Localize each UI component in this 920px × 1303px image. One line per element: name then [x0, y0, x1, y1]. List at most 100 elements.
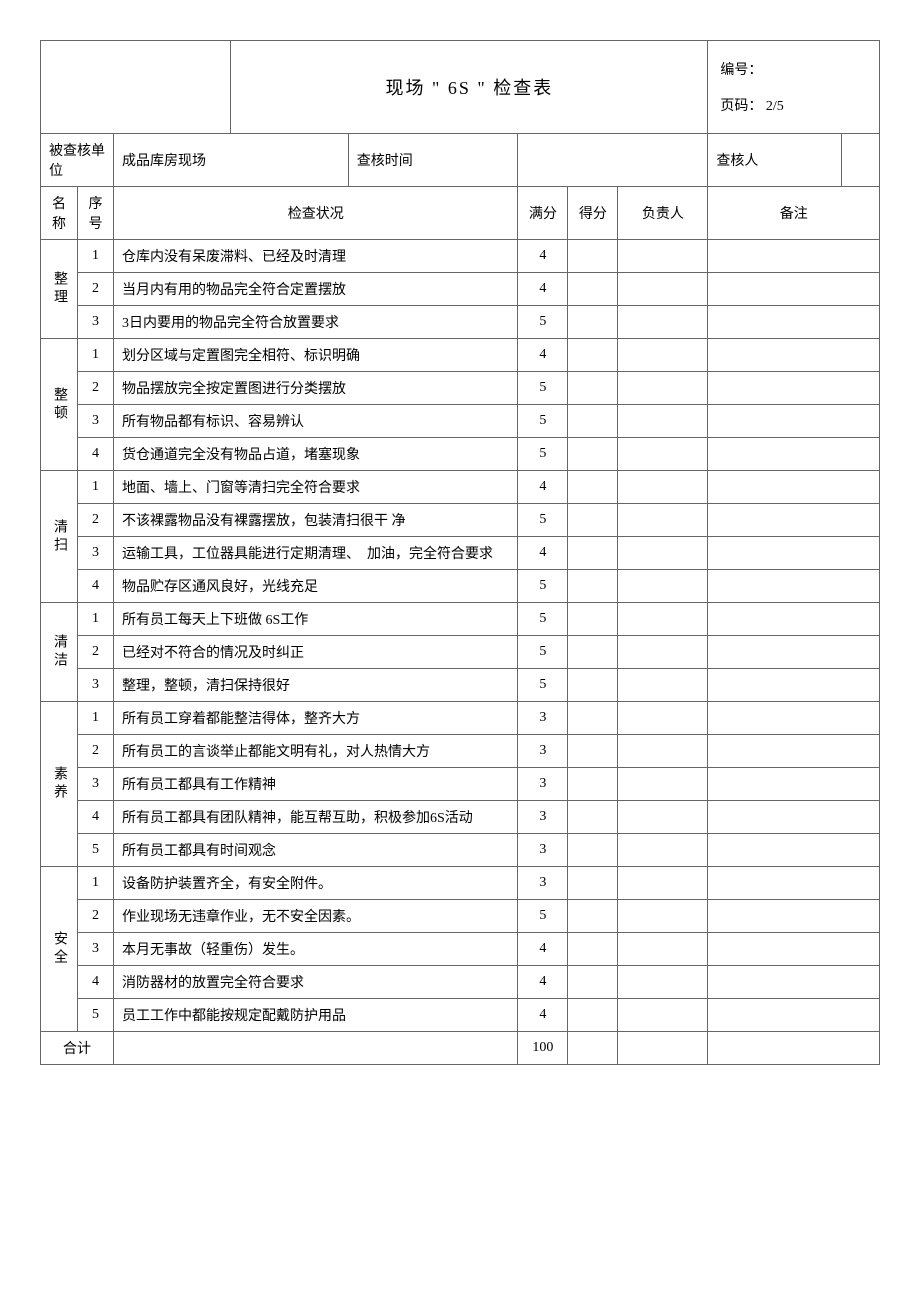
row-got-score [568, 372, 618, 405]
row-desc: 所有员工都具有时间观念 [114, 834, 518, 867]
row-owner [618, 801, 708, 834]
doc-no-row: 编号： [720, 51, 867, 87]
page-label: 页码： [720, 99, 762, 114]
row-note [708, 339, 880, 372]
auditor-label: 查核人 [708, 134, 841, 187]
row-seq: 3 [78, 537, 114, 570]
total-note-blank [708, 1032, 880, 1065]
row-got-score [568, 933, 618, 966]
row-seq: 1 [78, 603, 114, 636]
total-got-blank [568, 1032, 618, 1065]
row-full-score: 5 [518, 900, 568, 933]
row-desc: 所有物品都有标识、容易辨认 [114, 405, 518, 438]
row-desc: 不该裸露物品没有裸露摆放，包装清扫很干 净 [114, 504, 518, 537]
row-seq: 4 [78, 801, 114, 834]
row-seq: 4 [78, 966, 114, 999]
row-owner [618, 570, 708, 603]
time-value [518, 134, 708, 187]
row-note [708, 240, 880, 273]
row-note [708, 570, 880, 603]
row-desc: 货仓通道完全没有物品占道，堵塞现象 [114, 438, 518, 471]
table-row: 33日内要用的物品完全符合放置要求5 [41, 306, 880, 339]
col-full: 满分 [518, 187, 568, 240]
col-desc: 检查状况 [114, 187, 518, 240]
row-full-score: 3 [518, 801, 568, 834]
row-desc: 所有员工都具有工作精神 [114, 768, 518, 801]
col-got: 得分 [568, 187, 618, 240]
row-note [708, 306, 880, 339]
row-owner [618, 438, 708, 471]
row-seq: 1 [78, 867, 114, 900]
page-value: 2/5 [766, 99, 784, 114]
row-owner [618, 834, 708, 867]
row-full-score: 5 [518, 504, 568, 537]
row-owner [618, 405, 708, 438]
row-seq: 1 [78, 702, 114, 735]
table-row: 4货仓通道完全没有物品占道，堵塞现象5 [41, 438, 880, 471]
row-seq: 2 [78, 504, 114, 537]
row-desc: 作业现场无违章作业，无不安全因素。 [114, 900, 518, 933]
category-name: 清扫 [41, 471, 78, 603]
row-got-score [568, 834, 618, 867]
row-full-score: 3 [518, 867, 568, 900]
row-note [708, 735, 880, 768]
table-row: 清扫1地面、墙上、门窗等清扫完全符合要求4 [41, 471, 880, 504]
table-row: 5员工工作中都能按规定配戴防护用品4 [41, 999, 880, 1032]
row-desc: 所有员工的言谈举止都能文明有礼，对人热情大方 [114, 735, 518, 768]
table-row: 2作业现场无违章作业，无不安全因素。5 [41, 900, 880, 933]
row-owner [618, 900, 708, 933]
row-owner [618, 735, 708, 768]
row-seq: 2 [78, 636, 114, 669]
row-seq: 2 [78, 735, 114, 768]
row-full-score: 5 [518, 438, 568, 471]
row-got-score [568, 801, 618, 834]
row-owner [618, 966, 708, 999]
col-seq: 序号 [78, 187, 114, 240]
inspection-table: 现场 " 6S " 检查表 编号： 页码： 2/5 被查核单位 成品库房现场 查… [40, 40, 880, 1065]
table-row: 4消防器材的放置完全符合要求4 [41, 966, 880, 999]
row-note [708, 504, 880, 537]
row-got-score [568, 999, 618, 1032]
document-title: 现场 " 6S " 检查表 [231, 41, 708, 134]
table-row: 3所有物品都有标识、容易辨认5 [41, 405, 880, 438]
row-got-score [568, 867, 618, 900]
category-name: 安全 [41, 867, 78, 1032]
row-full-score: 5 [518, 372, 568, 405]
row-desc: 所有员工每天上下班做 6S工作 [114, 603, 518, 636]
row-seq: 3 [78, 306, 114, 339]
row-full-score: 4 [518, 339, 568, 372]
row-note [708, 669, 880, 702]
row-note [708, 537, 880, 570]
row-full-score: 5 [518, 306, 568, 339]
row-desc: 所有员工穿着都能整洁得体，整齐大方 [114, 702, 518, 735]
table-row: 2已经对不符合的情况及时纠正5 [41, 636, 880, 669]
row-note [708, 372, 880, 405]
row-desc: 仓库内没有呆废滞料、已经及时清理 [114, 240, 518, 273]
row-note [708, 405, 880, 438]
row-note [708, 867, 880, 900]
unit-value: 成品库房现场 [114, 134, 349, 187]
table-row: 2当月内有用的物品完全符合定置摆放4 [41, 273, 880, 306]
col-note: 备注 [708, 187, 880, 240]
row-note [708, 801, 880, 834]
page-row: 页码： 2/5 [720, 87, 867, 123]
row-note [708, 603, 880, 636]
row-seq: 1 [78, 240, 114, 273]
doc-no-label: 编号： [720, 63, 762, 78]
table-row: 素养1所有员工穿着都能整洁得体，整齐大方3 [41, 702, 880, 735]
row-desc: 消防器材的放置完全符合要求 [114, 966, 518, 999]
row-seq: 2 [78, 273, 114, 306]
row-owner [618, 768, 708, 801]
row-note [708, 471, 880, 504]
table-row: 清洁1所有员工每天上下班做 6S工作5 [41, 603, 880, 636]
row-owner [618, 240, 708, 273]
row-note [708, 999, 880, 1032]
row-full-score: 3 [518, 768, 568, 801]
total-owner-blank [618, 1032, 708, 1065]
table-row: 5所有员工都具有时间观念3 [41, 834, 880, 867]
header-blank [41, 41, 231, 134]
row-got-score [568, 768, 618, 801]
row-seq: 3 [78, 405, 114, 438]
row-desc: 划分区域与定置图完全相符、标识明确 [114, 339, 518, 372]
row-full-score: 3 [518, 702, 568, 735]
